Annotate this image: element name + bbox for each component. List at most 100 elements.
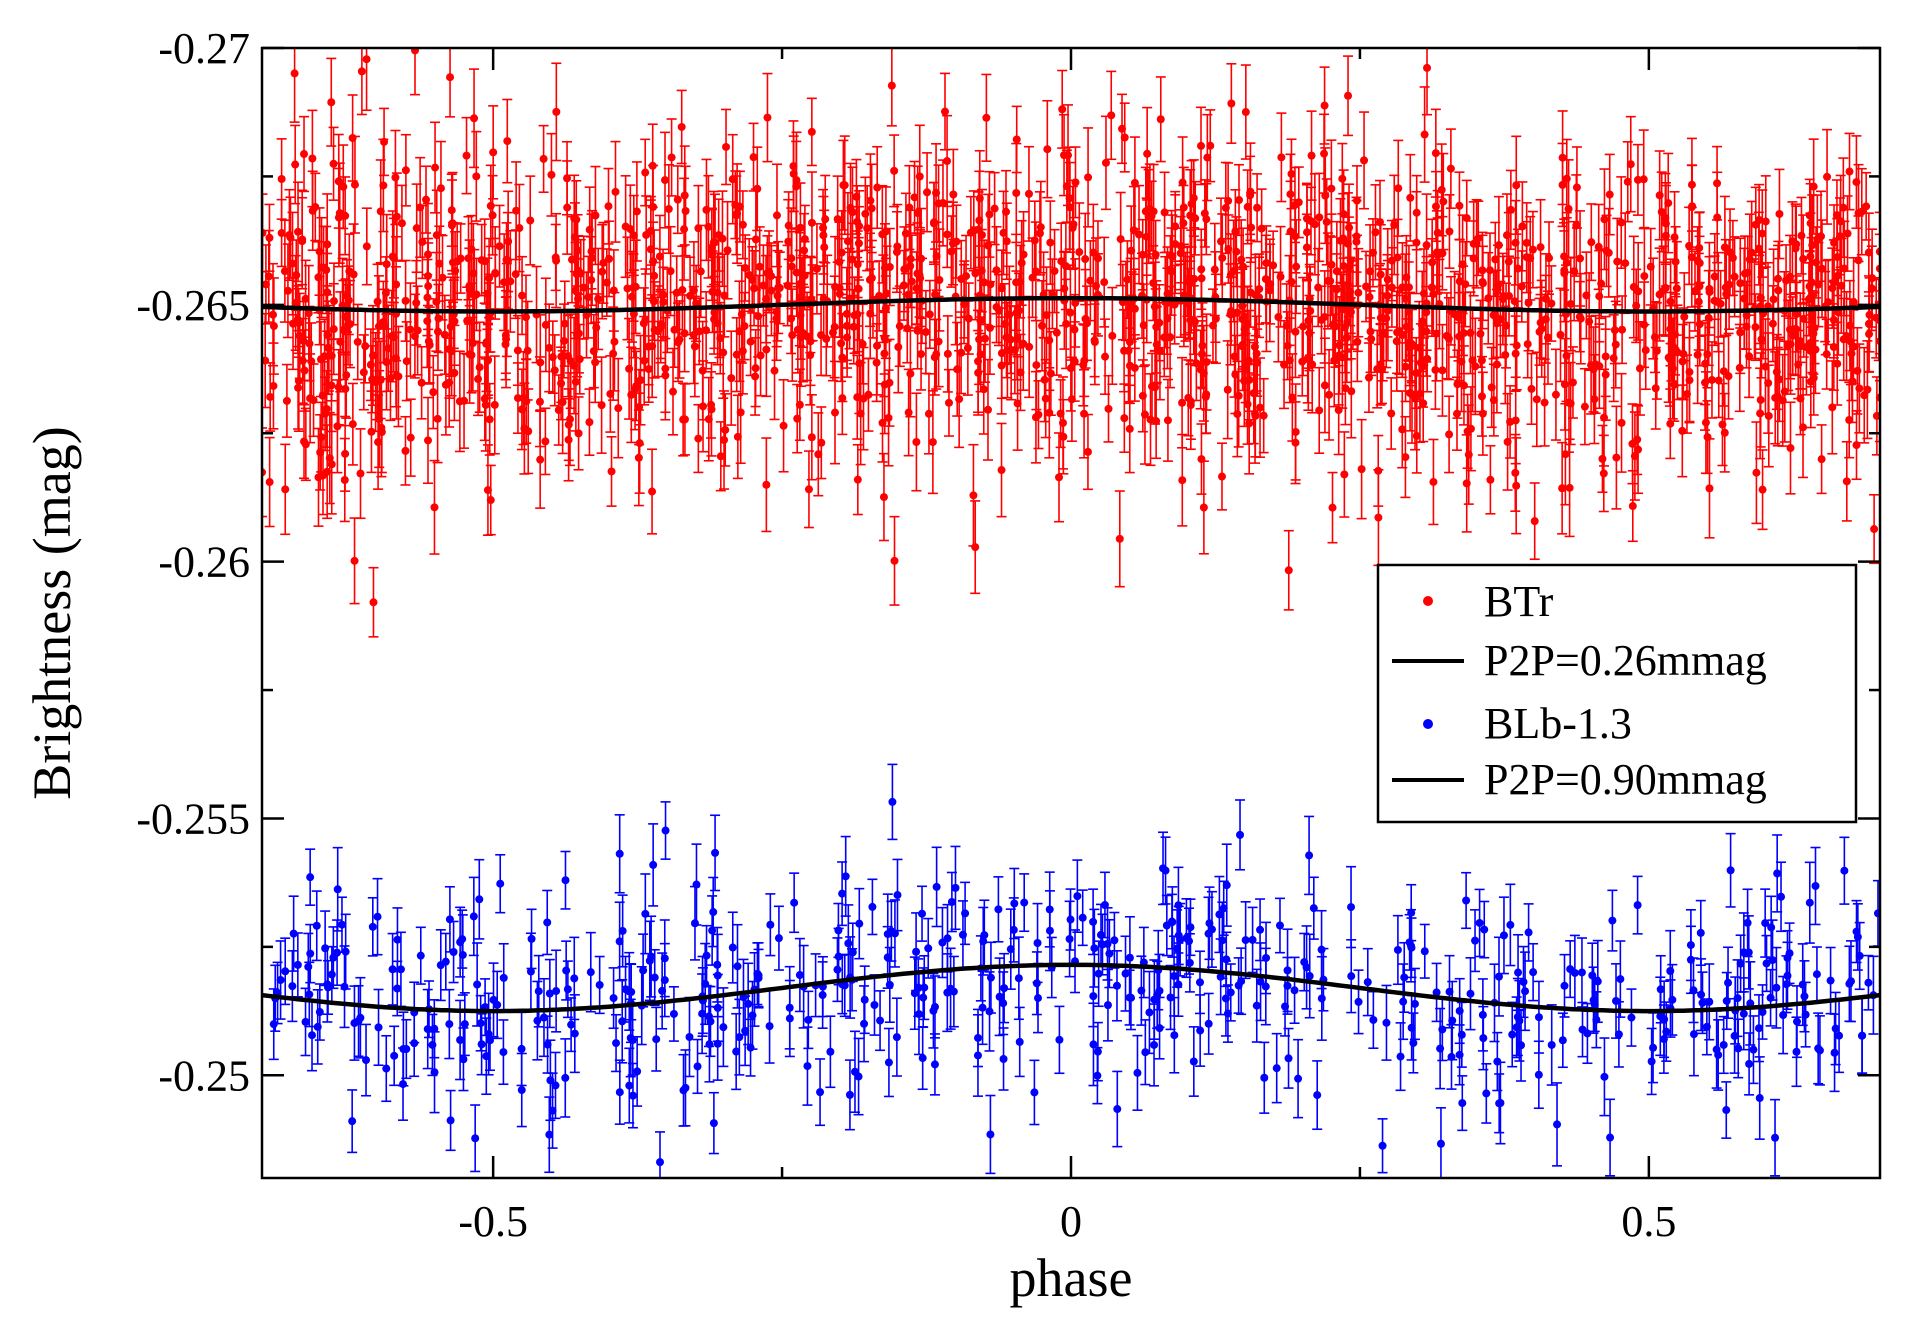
- data-point: [1751, 323, 1760, 332]
- data-point: [579, 283, 588, 292]
- data-point: [1707, 375, 1716, 384]
- data-point: [1806, 377, 1815, 386]
- data-point: [1701, 418, 1710, 427]
- data-point: [1203, 153, 1212, 162]
- data-point: [435, 259, 444, 268]
- data-point: [1178, 398, 1187, 407]
- data-point: [971, 543, 980, 552]
- data-point: [830, 408, 839, 417]
- data-point: [290, 69, 299, 78]
- data-point: [641, 168, 650, 177]
- data-point: [1599, 469, 1608, 478]
- data-point: [1280, 360, 1289, 369]
- data-point: [350, 180, 359, 189]
- data-point: [1768, 319, 1777, 328]
- data-point: [1863, 385, 1872, 394]
- data-point: [329, 159, 338, 168]
- data-point: [411, 48, 420, 55]
- data-point: [928, 438, 937, 447]
- data-point: [1512, 181, 1521, 190]
- data-point: [650, 271, 659, 280]
- data-point: [1564, 204, 1573, 213]
- data-point: [1561, 450, 1570, 459]
- data-point: [1598, 454, 1607, 463]
- data-point: [655, 252, 664, 261]
- data-point: [755, 262, 764, 271]
- data-point: [1284, 566, 1293, 575]
- data-point: [294, 383, 303, 392]
- data-point: [513, 394, 522, 403]
- data-point: [849, 322, 858, 331]
- data-point: [472, 290, 481, 299]
- data-point: [664, 205, 673, 214]
- data-point: [469, 269, 478, 278]
- data-point: [1125, 424, 1134, 433]
- data-point: [1799, 255, 1808, 264]
- data-point: [486, 201, 495, 210]
- data-point: [673, 195, 682, 204]
- data-point: [1332, 285, 1341, 294]
- data-point: [1071, 178, 1080, 187]
- data-point: [1149, 279, 1158, 288]
- data-point: [1532, 395, 1541, 404]
- data-point: [611, 187, 620, 196]
- data-point: [359, 368, 368, 377]
- data-point: [559, 336, 568, 345]
- data-point: [934, 337, 943, 346]
- data-point: [552, 256, 561, 265]
- data-point: [1673, 348, 1682, 357]
- data-point: [584, 293, 593, 302]
- data-point: [412, 224, 421, 233]
- data-point: [858, 340, 867, 349]
- data-point: [488, 211, 497, 220]
- data-point: [1445, 227, 1454, 236]
- data-point: [1612, 453, 1621, 462]
- data-point: [464, 254, 473, 263]
- data-point: [1406, 193, 1415, 202]
- data-point: [707, 400, 716, 409]
- data-point: [609, 286, 618, 295]
- data-point: [353, 337, 362, 346]
- data-point: [1243, 400, 1252, 409]
- data-point: [969, 491, 978, 500]
- data-point: [367, 427, 376, 436]
- data-point: [681, 206, 690, 215]
- data-point: [422, 195, 431, 204]
- data-point: [1411, 394, 1420, 403]
- data-point: [718, 234, 727, 243]
- data-point: [1070, 325, 1079, 334]
- data-point: [949, 190, 958, 199]
- data-point: [1506, 205, 1515, 214]
- data-point: [1792, 240, 1801, 249]
- data-point: [930, 353, 939, 362]
- data-point: [756, 351, 765, 360]
- data-point: [907, 277, 916, 286]
- data-layer: [262, 48, 1880, 1178]
- data-point: [460, 396, 469, 405]
- data-point: [1505, 292, 1514, 301]
- data-point: [1570, 267, 1579, 276]
- data-point: [1025, 342, 1034, 351]
- data-point: [1775, 375, 1784, 384]
- data-point: [807, 218, 816, 227]
- data-point: [806, 351, 815, 360]
- data-point: [1017, 258, 1026, 267]
- data-point: [1817, 455, 1826, 464]
- data-point: [552, 107, 561, 116]
- data-point: [990, 204, 999, 213]
- data-point: [1806, 338, 1815, 347]
- data-point: [1623, 177, 1632, 186]
- data-point: [327, 381, 336, 390]
- data-point: [680, 225, 689, 234]
- data-point: [1178, 476, 1187, 485]
- data-point: [1429, 477, 1438, 486]
- data-point: [800, 235, 809, 244]
- data-point: [923, 188, 932, 197]
- data-point: [1116, 235, 1125, 244]
- data-point: [362, 55, 371, 64]
- data-point: [304, 309, 313, 318]
- data-point: [1491, 255, 1500, 264]
- data-point: [1362, 282, 1371, 291]
- data-point: [789, 169, 798, 178]
- data-point: [547, 170, 556, 179]
